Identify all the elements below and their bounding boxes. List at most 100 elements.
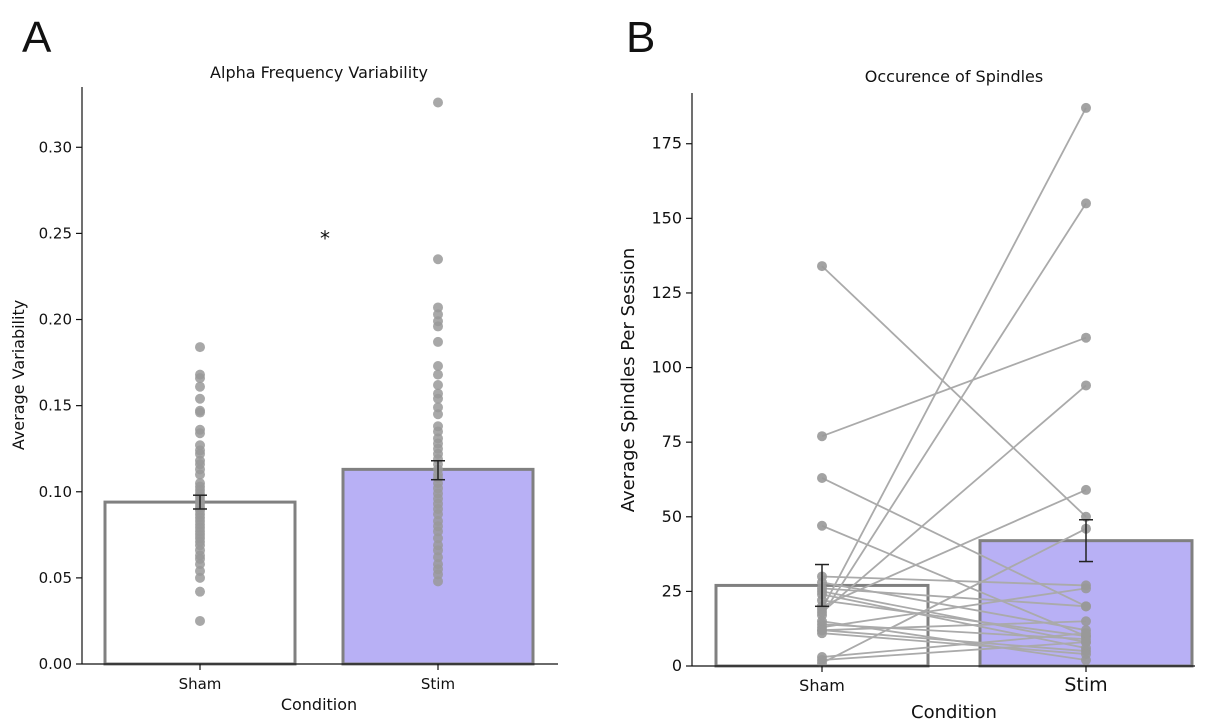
chart-b-point-stim bbox=[1081, 332, 1091, 343]
chart-a-point-sham bbox=[195, 407, 205, 418]
chart-a-point-stim bbox=[433, 409, 443, 420]
chart-a-point-sham bbox=[195, 572, 205, 583]
chart-b-title: Occurence of Spindles bbox=[865, 67, 1043, 86]
chart-a-xtick-label: Sham bbox=[179, 675, 222, 693]
chart-b-ytick-label: 125 bbox=[651, 283, 682, 302]
chart-a-point-stim bbox=[433, 569, 443, 580]
chart-a-bars bbox=[103, 467, 535, 666]
chart-b-point-stim bbox=[1081, 583, 1091, 594]
chart-a-point-sham bbox=[195, 393, 205, 404]
chart-b-paired-line bbox=[821, 641, 1087, 661]
chart-a-point-stim bbox=[433, 533, 443, 544]
chart-b-point-sham bbox=[817, 520, 827, 531]
chart-b-paired-line bbox=[821, 477, 1087, 608]
chart-a-point-stim bbox=[433, 309, 443, 320]
chart-b-paired-line bbox=[821, 599, 1087, 638]
chart-a-ytick-label: 0.25 bbox=[39, 224, 72, 242]
chart-b-xlabel: Condition bbox=[911, 702, 997, 721]
chart-a-ytick-label: 0.30 bbox=[39, 138, 72, 156]
chart-b-paired-line bbox=[821, 527, 1087, 664]
chart-a-xtick-label: Stim bbox=[421, 675, 455, 693]
chart-a-ytick-label: 0.20 bbox=[39, 311, 72, 329]
chart-b-paired-line bbox=[821, 107, 1087, 610]
chart-b-paired-line bbox=[821, 620, 1087, 632]
chart-a-point-sham bbox=[195, 381, 205, 392]
chart-b-paired-line bbox=[821, 593, 1087, 649]
chart-b-point-stim bbox=[1081, 102, 1091, 113]
chart-a-point-stim bbox=[433, 545, 443, 556]
chart-b-point-sham bbox=[817, 628, 827, 639]
chart-a-point-stim bbox=[433, 321, 443, 332]
chart-b-xtick-label: Sham bbox=[799, 676, 845, 695]
chart-a-ytick-label: 0.10 bbox=[39, 483, 72, 501]
chart-a-errorbars bbox=[193, 460, 445, 510]
chart-b-ytick-label: 0 bbox=[672, 656, 682, 675]
chart-a-axes: 0.00 0.05 0.10 0.15 0.20 0.25 0.30 Sham Stim bbox=[39, 87, 558, 693]
chart-b-bars bbox=[714, 539, 1194, 668]
chart-a-point-stim bbox=[433, 393, 443, 404]
chart-a-point-stim bbox=[433, 426, 443, 437]
chart-a-point-stim bbox=[433, 402, 443, 413]
chart-a-points bbox=[195, 97, 443, 626]
chart-b-xtick-label: Stim bbox=[1064, 674, 1107, 696]
chart-b-paired-lines bbox=[821, 107, 1087, 664]
chart-b-ytick-label: 150 bbox=[651, 208, 682, 227]
chart-b-point-stim bbox=[1081, 649, 1091, 660]
chart-b-point-sham bbox=[817, 261, 827, 272]
chart-b-point-stim bbox=[1081, 198, 1091, 209]
chart-b-paired-line bbox=[821, 202, 1087, 616]
chart-b-ytick-label: 50 bbox=[662, 507, 682, 526]
chart-b-paired-line bbox=[821, 629, 1087, 652]
chart-b-ytick-label: 100 bbox=[651, 358, 682, 377]
chart-a-point-sham bbox=[195, 469, 205, 480]
chart-a-point-stim bbox=[433, 379, 443, 390]
panel-label-b: B bbox=[626, 13, 655, 62]
chart-b-point-sham bbox=[817, 472, 827, 483]
chart-b-paired-line bbox=[821, 489, 1087, 608]
chart-a-ytick-label: 0.05 bbox=[39, 569, 72, 587]
chart-b-paired-line bbox=[821, 587, 1087, 608]
chart-a-point-sham bbox=[195, 559, 205, 570]
chart-b-point-sham bbox=[817, 431, 827, 442]
chart-b-paired-line bbox=[821, 590, 1087, 644]
chart-b-paired-line bbox=[821, 632, 1087, 658]
panel-label-a: A bbox=[22, 13, 52, 62]
chart-a-point-stim bbox=[433, 369, 443, 380]
chart-b-errorbars bbox=[815, 519, 1093, 608]
chart-a-point-sham bbox=[195, 448, 205, 459]
chart-a-point-stim bbox=[433, 97, 443, 108]
chart-a-point-stim bbox=[433, 302, 443, 313]
chart-b-ytick-label: 75 bbox=[662, 432, 682, 451]
chart-a-ylabel: Average Variability bbox=[9, 300, 28, 450]
chart-a-title: Alpha Frequency Variability bbox=[210, 63, 428, 82]
chart-a-point-sham bbox=[195, 373, 205, 384]
chart-alpha-variability: Alpha Frequency Variability Condition Av… bbox=[9, 63, 558, 714]
chart-a-xlabel: Condition bbox=[281, 695, 357, 714]
chart-a-point-stim bbox=[433, 254, 443, 265]
chart-b-paired-line bbox=[821, 587, 1087, 629]
chart-b-paired-line bbox=[821, 265, 1087, 518]
chart-a-ytick-label: 0.00 bbox=[39, 655, 72, 673]
chart-a-point-stim bbox=[433, 361, 443, 372]
chart-b-point-stim bbox=[1081, 380, 1091, 391]
chart-a-point-stim bbox=[433, 509, 443, 520]
chart-b-ytick-label: 25 bbox=[662, 581, 682, 600]
chart-b-paired-line bbox=[821, 336, 1087, 438]
chart-b-ytick-label: 175 bbox=[651, 134, 682, 153]
chart-a-point-sham bbox=[195, 342, 205, 353]
chart-b-paired-line bbox=[821, 384, 1087, 613]
chart-b-point-stim bbox=[1081, 601, 1091, 612]
chart-a-point-sham bbox=[195, 615, 205, 626]
chart-a-point-stim bbox=[433, 526, 443, 537]
chart-b-paired-line bbox=[821, 575, 1087, 587]
chart-b-axes: 0 25 50 75 100 125 150 175 Sham Stim bbox=[651, 93, 1195, 696]
chart-b-point-stim bbox=[1081, 484, 1091, 495]
chart-b-paired-line bbox=[821, 632, 1087, 655]
chart-b-point-stim bbox=[1081, 628, 1091, 639]
chart-b-point-stim bbox=[1081, 616, 1091, 627]
chart-a-point-stim bbox=[433, 552, 443, 563]
chart-spindles: Occurence of Spindles Condition Average … bbox=[618, 67, 1195, 721]
chart-a-point-sham bbox=[195, 428, 205, 439]
chart-a-point-sham bbox=[195, 586, 205, 597]
